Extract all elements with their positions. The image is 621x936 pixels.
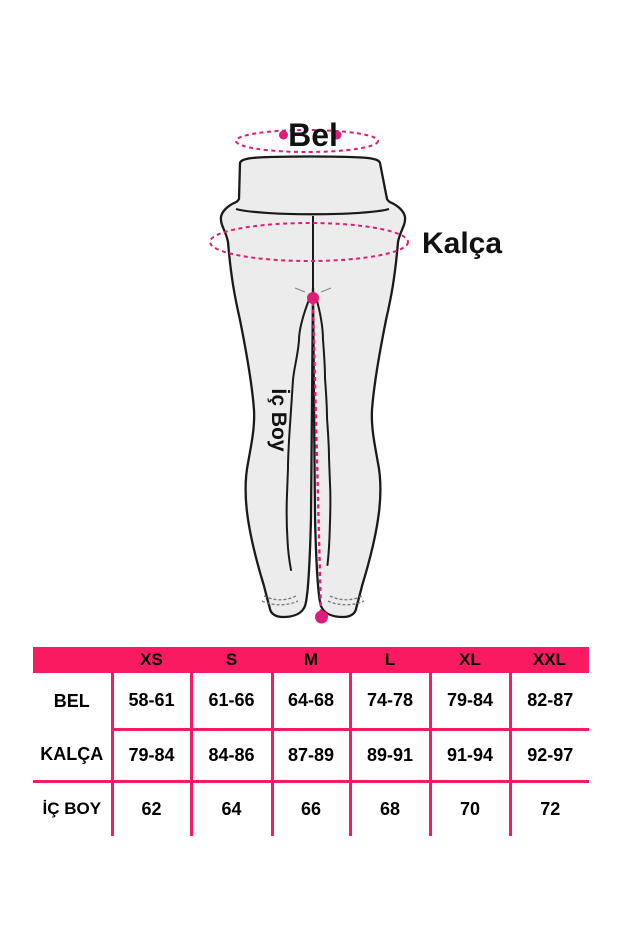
- svg-text:Kalça: Kalça: [422, 227, 502, 260]
- svg-text:İç Boy: İç Boy: [267, 388, 290, 451]
- svg-text:Bel: Bel: [288, 117, 338, 153]
